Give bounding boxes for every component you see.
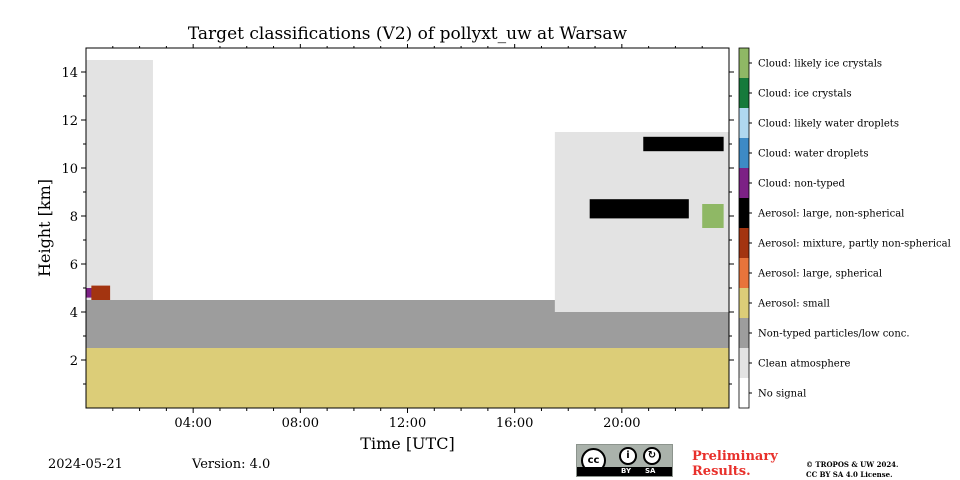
legend-label: Cloud: ice crystals: [758, 89, 852, 100]
legend-label: No signal: [758, 389, 806, 400]
legend-swatch: [739, 228, 749, 258]
x-tick-label: 08:00: [282, 416, 319, 431]
legend-label: Cloud: likely ice crystals: [758, 59, 882, 70]
sharealike-icon: ↻: [643, 447, 661, 465]
y-tick-label: 8: [70, 210, 78, 225]
legend-swatch: [739, 318, 749, 348]
badge-by-label: BY: [621, 467, 632, 475]
legend-swatch: [739, 48, 749, 78]
legend-label: Clean atmosphere: [758, 359, 851, 370]
legend-label: Cloud: non-typed: [758, 179, 846, 190]
classification-region-4: [554, 132, 729, 312]
chart-title: Target classifications (V2) of pollyxt_u…: [187, 24, 628, 44]
classification-region-7: [702, 204, 724, 228]
x-tick-label: 16:00: [496, 416, 533, 431]
by-attribution-icon: i: [619, 447, 637, 465]
y-tick-label: 6: [70, 258, 78, 273]
legend-swatch: [739, 108, 749, 138]
copyright-line-2: CC BY SA 4.0 License.: [806, 470, 893, 479]
y-tick-label: 2: [70, 354, 78, 369]
legend-swatch: [739, 198, 749, 228]
legend-swatch: [739, 288, 749, 318]
x-tick-label: 20:00: [603, 416, 640, 431]
classification-region-5: [589, 199, 689, 219]
classification-region-9: [91, 285, 111, 300]
legend-swatch: [739, 168, 749, 198]
legend-label: Non-typed particles/low conc.: [758, 329, 910, 340]
y-tick-label: 12: [61, 114, 78, 129]
classification-region-6: [643, 136, 724, 152]
legend-label: Aerosol: mixture, partly non-spherical: [757, 239, 951, 250]
legend-label: Aerosol: small: [757, 299, 830, 310]
legend-swatch: [739, 78, 749, 108]
legend-swatch: [739, 378, 749, 408]
preliminary-line-2: Results.: [692, 464, 751, 479]
cc-license-badge: cc i ↻ BY SA: [576, 444, 673, 477]
preliminary-results-notice: Preliminary Results.: [692, 449, 792, 479]
x-tick-label: 12:00: [389, 416, 426, 431]
badge-sa-label: SA: [645, 467, 656, 475]
y-tick-label: 14: [61, 66, 78, 81]
badge-label-bar: [577, 467, 672, 476]
legend-frame: [738, 47, 750, 409]
copyright-notice: © TROPOS & UW 2024. CC BY SA 4.0 License…: [806, 460, 956, 480]
legend-label: Aerosol: large, non-spherical: [757, 209, 904, 220]
legend-swatch: [739, 348, 749, 378]
classification-region-0: [86, 348, 729, 408]
legend-swatch: [739, 258, 749, 288]
legend-label: Aerosol: large, spherical: [757, 269, 882, 280]
y-tick-label: 10: [61, 162, 78, 177]
preliminary-line-1: Preliminary: [692, 449, 778, 464]
version-label: Version: 4.0: [192, 457, 271, 472]
date-label: 2024-05-21: [48, 457, 123, 472]
legend-swatch: [739, 138, 749, 168]
y-axis-label: Height [km]: [35, 179, 54, 277]
copyright-line-1: © TROPOS & UW 2024.: [806, 460, 899, 469]
x-tick-label: 04:00: [174, 416, 211, 431]
legend-label: Cloud: water droplets: [758, 149, 869, 160]
classification-region-3: [86, 60, 153, 300]
legend-label: Cloud: likely water droplets: [758, 119, 899, 130]
y-tick-label: 4: [70, 306, 78, 321]
x-axis-label: Time [UTC]: [360, 434, 454, 453]
